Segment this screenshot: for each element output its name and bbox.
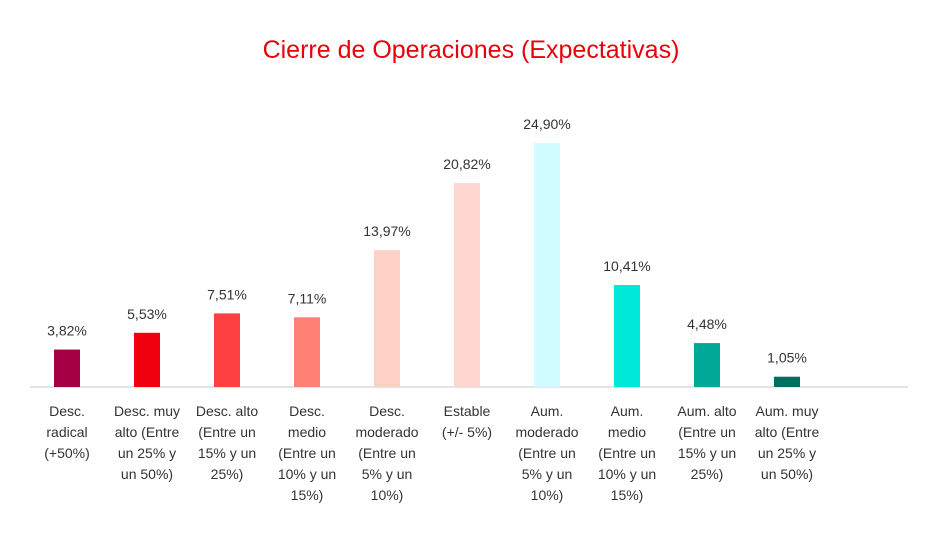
bar-5: [374, 250, 400, 387]
bars-group: [54, 142, 800, 387]
data-label-9: 4,48%: [687, 316, 727, 332]
bar-1: [54, 349, 80, 387]
category-labels-group: Desc. radical (+50%) Desc. muy alto (Entre un…: [44, 403, 819, 503]
category-label-5: Desc. moderado (Entre un 5% y un 10%): [355, 403, 418, 503]
data-label-5: 13,97%: [363, 223, 410, 239]
data-label-10: 1,05%: [767, 350, 807, 366]
data-label-1: 3,82%: [47, 323, 87, 339]
chart-title: Cierre de Operaciones (Expectativas): [262, 36, 680, 64]
category-label-7: Aum. moderado (Entre un 5% y un 10%): [515, 403, 578, 503]
category-label-3: Desc. alto (Entre un 15% y un 25%): [196, 403, 258, 482]
data-label-7: 24,90%: [523, 116, 570, 132]
bar-10: [774, 376, 800, 387]
data-label-3: 7,51%: [207, 286, 247, 302]
category-label-10: Aum. muy alto (Entre un 25% y un 50%): [755, 403, 820, 482]
bar-3: [214, 313, 240, 387]
bar-7: [534, 142, 560, 387]
bar-4: [294, 317, 320, 387]
bar-6: [454, 182, 480, 387]
value-labels-group: 3,82% 5,53% 7,51% 7,11% 13,97% 20,82% 24,90% 10…: [47, 116, 807, 366]
bar-8: [614, 284, 640, 387]
category-label-8: Aum. medio (Entre un 10% y un 15%): [598, 403, 656, 503]
category-label-1: Desc. radical (+50%): [44, 403, 90, 461]
data-label-6: 20,82%: [443, 156, 490, 172]
data-label-2: 5,53%: [127, 306, 167, 322]
category-label-6: Estable (+/- 5%): [442, 403, 492, 440]
category-label-4: Desc. medio (Entre un 10% y un 15%): [278, 403, 336, 503]
category-label-9: Aum. alto (Entre un 15% y un 25%): [677, 403, 736, 482]
bar-9: [694, 343, 720, 387]
bar-2: [134, 332, 160, 387]
category-label-2: Desc. muy alto (Entre un 25% y un 50%): [114, 403, 180, 482]
data-label-4: 7,11%: [288, 290, 327, 306]
data-label-8: 10,41%: [603, 258, 650, 274]
